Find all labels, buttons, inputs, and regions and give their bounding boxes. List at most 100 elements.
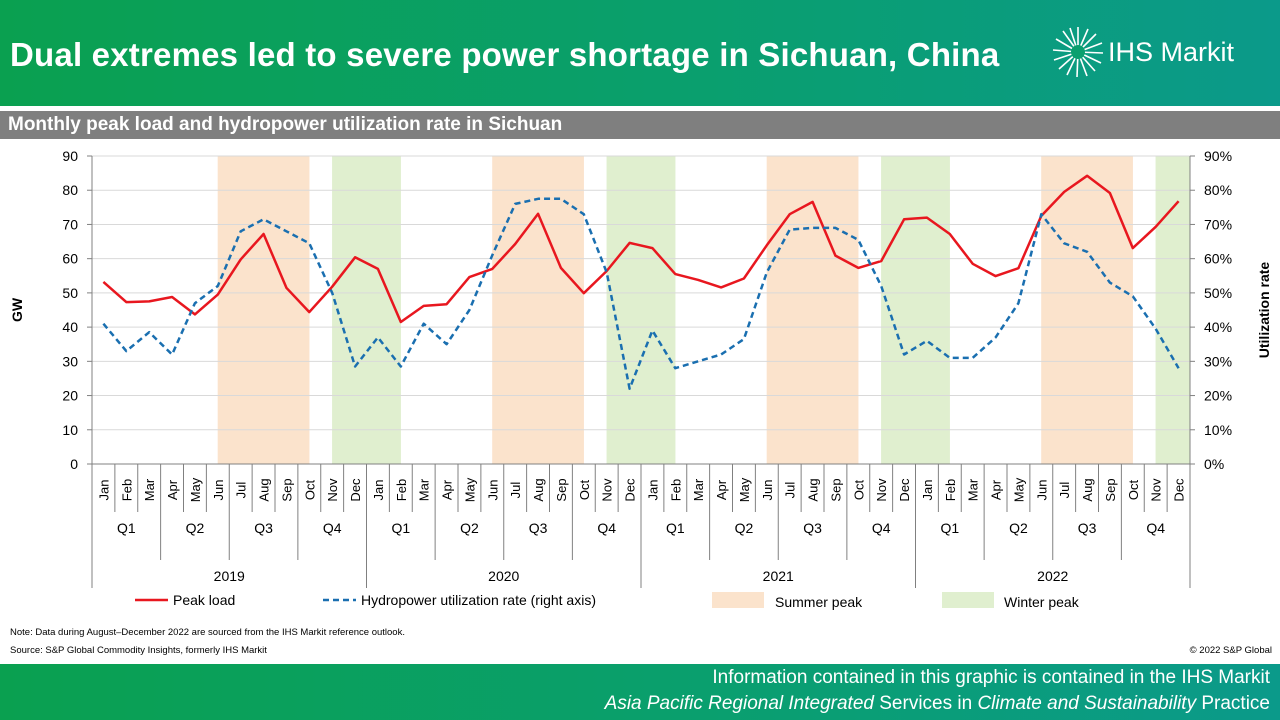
month-label: Aug	[257, 478, 272, 501]
quarter-label: Q1	[666, 520, 685, 536]
logo-text: IHS Markit	[1108, 37, 1235, 67]
quarter-label: Q4	[597, 520, 616, 536]
quarter-label: Q2	[460, 520, 479, 536]
month-label: Sep	[828, 478, 843, 501]
chart-source: Source: S&P Global Commodity Insights, f…	[10, 645, 267, 656]
winter-peak-band	[606, 156, 676, 464]
y2-axis-title: Utilization rate	[1256, 262, 1272, 359]
month-label: Jan	[645, 480, 660, 501]
winter-peak-band	[881, 156, 950, 464]
month-label: Jan	[920, 480, 935, 501]
month-label: Feb	[943, 479, 958, 501]
month-label: Aug	[531, 478, 546, 501]
y2-tick-label: 60%	[1204, 251, 1232, 267]
quarter-label: Q3	[803, 520, 822, 536]
footer-banner: Information contained in this graphic is…	[0, 664, 1280, 720]
winter-peak-band	[1155, 156, 1190, 464]
y-tick-label: 20	[62, 388, 78, 404]
page-title: Dual extremes led to severe power shorta…	[10, 36, 1000, 73]
month-label: Oct	[577, 480, 592, 501]
quarter-label: Q4	[872, 520, 891, 536]
footer-line-2-c: Climate and Sustainability	[977, 693, 1197, 714]
month-label: Apr	[714, 479, 729, 500]
month-label: Nov	[600, 478, 615, 502]
month-label: May	[188, 477, 203, 502]
month-label: Jun	[760, 480, 775, 501]
footer-line-1: Information contained in this graphic is…	[712, 667, 1270, 688]
y2-tick-label: 30%	[1204, 353, 1232, 369]
quarter-label: Q2	[735, 520, 754, 536]
subtitle-bar: Monthly peak load and hydropower utiliza…	[0, 111, 1280, 139]
month-label: Jul	[234, 482, 249, 499]
footer-line-2: Asia Pacific Regional Integrated Service…	[605, 693, 1270, 715]
y-axis-title: GW	[9, 297, 25, 322]
month-label: Feb	[668, 479, 683, 501]
month-label: May	[1011, 477, 1026, 502]
header-banner: Dual extremes led to severe power shorta…	[0, 0, 1280, 106]
y2-tick-label: 90%	[1204, 148, 1232, 164]
year-label: 2021	[763, 568, 794, 584]
footer-line-2-a: Asia Pacific Regional Integrated	[604, 693, 874, 714]
legend-summer-swatch	[712, 592, 764, 608]
month-label: May	[737, 477, 752, 502]
quarter-label: Q1	[391, 520, 410, 536]
chart-note: Note: Data during August–December 2022 a…	[10, 627, 405, 638]
month-label: Apr	[440, 479, 455, 500]
month-label: Oct	[302, 480, 317, 501]
month-label: Feb	[394, 479, 409, 501]
month-label: Oct	[1126, 480, 1141, 501]
month-label: Mar	[966, 478, 981, 501]
line-chart: 0 10 20 30 40 50 60 70 80 90 0% 10% 20% 30% 40% 50% 60% 7…	[9, 148, 1272, 610]
year-label: 2019	[214, 568, 245, 584]
y-tick-label: 30	[62, 353, 78, 369]
year-label: 2020	[488, 568, 519, 584]
footer-line-2-b: Services in	[873, 693, 978, 714]
month-label: Jul	[508, 482, 523, 499]
month-label: Nov	[1149, 478, 1164, 502]
month-label: Mar	[417, 478, 432, 501]
summer-peak-band	[1041, 156, 1133, 464]
quarter-label: Q3	[254, 520, 273, 536]
month-label: Mar	[691, 478, 706, 501]
legend-winter-swatch	[942, 592, 994, 608]
legend-winter-label: Winter peak	[1004, 594, 1080, 610]
quarter-label: Q2	[186, 520, 205, 536]
month-label: Oct	[851, 480, 866, 501]
month-label: Jun	[485, 480, 500, 501]
sunburst-logo-icon	[1052, 27, 1104, 78]
quarter-label: Q2	[1009, 520, 1028, 536]
month-label: Aug	[1080, 478, 1095, 501]
y-tick-label: 50	[62, 285, 78, 301]
y2-tick-label: 20%	[1204, 388, 1232, 404]
y2-tick-label: 70%	[1204, 216, 1232, 232]
y2-tick-label: 0%	[1204, 456, 1224, 472]
month-label: Nov	[874, 478, 889, 502]
y2-tick-label: 40%	[1204, 319, 1232, 335]
copyright: © 2022 S&P Global	[1189, 645, 1272, 656]
legend-peak-label: Peak load	[173, 592, 235, 608]
month-label: Dec	[897, 478, 912, 502]
month-label: Dec	[623, 478, 638, 502]
month-label: Nov	[325, 478, 340, 502]
month-label: Jan	[371, 480, 386, 501]
month-label: Feb	[119, 479, 134, 501]
quarter-label: Q3	[1078, 520, 1097, 536]
y2-tick-label: 50%	[1204, 285, 1232, 301]
y2-tick-label: 10%	[1204, 422, 1232, 438]
month-label: Dec	[348, 478, 363, 502]
footer-line-2-d: Practice	[1196, 693, 1270, 714]
y-tick-label: 70	[62, 216, 78, 232]
legend-hydro-label: Hydropower utilization rate (right axis)	[361, 592, 596, 608]
y-tick-label: 90	[62, 148, 78, 164]
summer-peak-band	[766, 156, 859, 464]
month-label: Mar	[142, 478, 157, 501]
year-label: 2022	[1037, 568, 1068, 584]
ihs-markit-logo: IHS Markit	[1050, 24, 1270, 80]
y2-tick-label: 80%	[1204, 182, 1232, 198]
y-tick-label: 10	[62, 422, 78, 438]
y-tick-label: 40	[62, 319, 78, 335]
month-label: Jun	[211, 480, 226, 501]
month-label: Jan	[96, 480, 111, 501]
peak-load-line	[102, 174, 1180, 324]
y-tick-label: 80	[62, 182, 78, 198]
